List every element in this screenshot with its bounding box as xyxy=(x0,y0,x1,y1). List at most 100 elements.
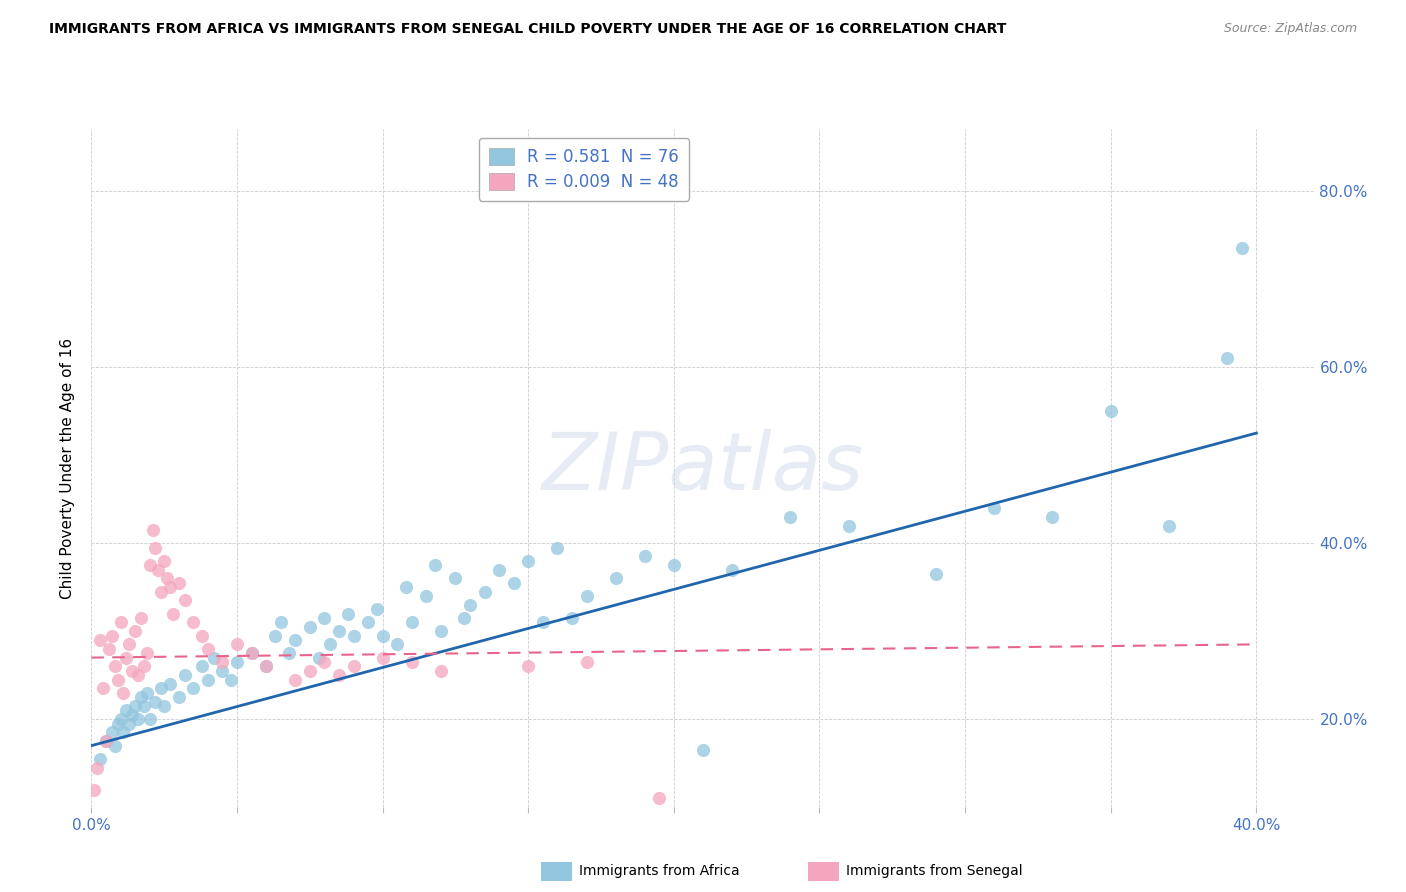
Point xyxy=(150,681,173,696)
Text: Immigrants from Africa: Immigrants from Africa xyxy=(579,864,740,879)
Point xyxy=(110,712,132,726)
Point xyxy=(395,580,418,594)
Point xyxy=(692,743,714,757)
Point xyxy=(284,632,307,647)
Point xyxy=(284,673,307,687)
Point xyxy=(138,558,160,573)
Point xyxy=(517,554,540,568)
Point xyxy=(89,752,111,766)
Point xyxy=(138,712,160,726)
Point xyxy=(430,664,453,678)
Point xyxy=(488,563,510,577)
Point xyxy=(173,668,195,682)
Point xyxy=(983,500,1005,515)
Y-axis label: Child Poverty Under the Age of 16: Child Poverty Under the Age of 16 xyxy=(60,338,76,599)
Point xyxy=(314,611,336,625)
Point xyxy=(129,690,152,705)
Point xyxy=(110,615,132,630)
Point xyxy=(319,637,342,651)
Point xyxy=(156,571,179,585)
Point xyxy=(561,611,583,625)
Point xyxy=(298,620,321,634)
Point xyxy=(94,734,117,748)
Point xyxy=(328,624,350,639)
Point xyxy=(1216,351,1239,366)
Point xyxy=(107,716,129,731)
Point xyxy=(183,681,205,696)
Point xyxy=(925,566,948,581)
Point xyxy=(101,629,124,643)
Point xyxy=(219,673,242,687)
Point xyxy=(474,584,496,599)
Point xyxy=(278,646,301,660)
Point xyxy=(298,664,321,678)
Point xyxy=(153,698,176,713)
Point xyxy=(121,707,143,722)
Point xyxy=(159,580,181,594)
Point xyxy=(211,655,233,669)
Point xyxy=(167,575,190,590)
Point xyxy=(118,637,141,651)
Point xyxy=(167,690,190,705)
Point xyxy=(104,659,127,673)
Point xyxy=(121,664,143,678)
Point xyxy=(83,782,105,797)
Text: Source: ZipAtlas.com: Source: ZipAtlas.com xyxy=(1223,22,1357,36)
Point xyxy=(91,681,114,696)
Point xyxy=(148,563,170,577)
Point xyxy=(838,518,860,533)
Point xyxy=(197,641,219,656)
Point xyxy=(385,637,409,651)
Point xyxy=(1157,518,1180,533)
Point xyxy=(115,650,138,665)
Point xyxy=(546,541,568,555)
Point xyxy=(162,607,184,621)
Point xyxy=(270,615,292,630)
Point xyxy=(107,673,129,687)
Point xyxy=(135,686,157,700)
Point xyxy=(118,716,141,731)
Point xyxy=(97,641,120,656)
Point xyxy=(112,725,135,739)
Point xyxy=(197,673,219,687)
Point xyxy=(127,712,149,726)
Point xyxy=(453,611,475,625)
Point xyxy=(240,646,263,660)
Point xyxy=(423,558,446,573)
Point xyxy=(150,584,173,599)
Point xyxy=(191,659,214,673)
Point xyxy=(202,650,225,665)
Text: IMMIGRANTS FROM AFRICA VS IMMIGRANTS FROM SENEGAL CHILD POVERTY UNDER THE AGE OF: IMMIGRANTS FROM AFRICA VS IMMIGRANTS FRO… xyxy=(49,22,1007,37)
Point xyxy=(575,589,598,603)
Point xyxy=(89,632,111,647)
Point xyxy=(132,698,155,713)
Point xyxy=(101,725,124,739)
Point xyxy=(328,668,350,682)
Point xyxy=(366,602,388,616)
Point xyxy=(444,571,467,585)
Point xyxy=(191,629,214,643)
Point xyxy=(371,650,394,665)
Point xyxy=(145,541,167,555)
Point xyxy=(86,761,108,775)
Point xyxy=(264,629,287,643)
Point xyxy=(124,698,146,713)
Point xyxy=(1230,241,1253,255)
Point xyxy=(575,655,598,669)
Point xyxy=(502,575,524,590)
Point xyxy=(112,686,135,700)
Point xyxy=(314,655,336,669)
Point xyxy=(342,629,364,643)
Point xyxy=(1042,509,1064,524)
Point xyxy=(430,624,453,639)
Point xyxy=(357,615,380,630)
Point xyxy=(129,611,152,625)
Point xyxy=(145,695,167,709)
Point xyxy=(254,659,277,673)
Point xyxy=(135,646,157,660)
Point xyxy=(141,523,165,537)
Point xyxy=(115,703,138,717)
Point xyxy=(634,549,657,564)
Point xyxy=(371,629,394,643)
Point xyxy=(159,677,181,691)
